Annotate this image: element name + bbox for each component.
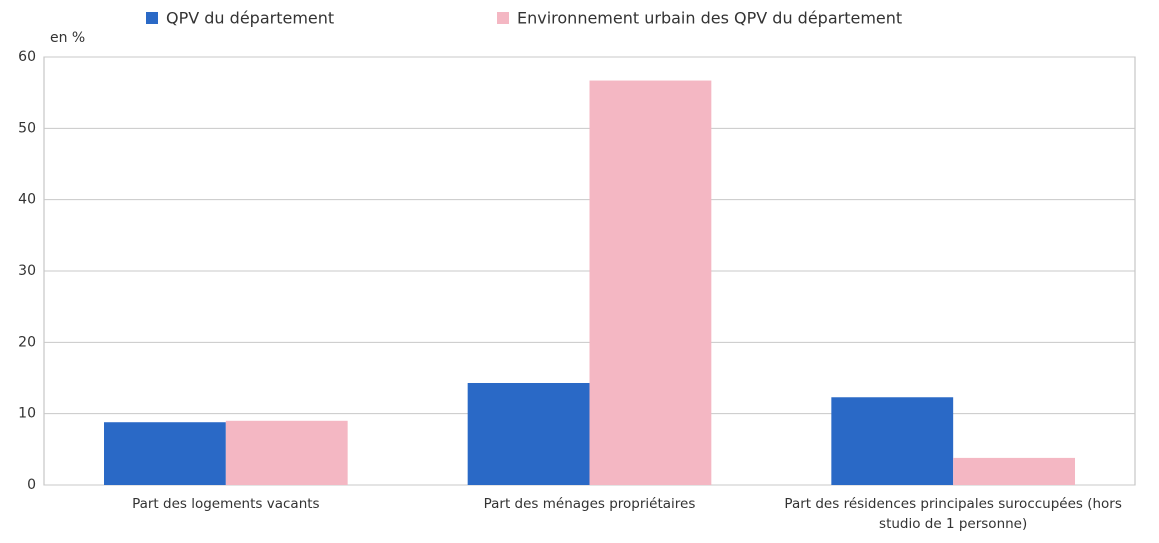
x-tick-label: Part des résidences principales suroccup…: [784, 496, 1122, 532]
legend-label: QPV du département: [166, 9, 334, 28]
bar: [467, 382, 590, 485]
legend-swatch: [146, 12, 158, 24]
bar: [953, 457, 1075, 485]
y-tick-label: 30: [18, 263, 36, 279]
x-tick-label: Part des ménages propriétaires: [483, 496, 696, 512]
bar: [831, 397, 954, 485]
bar: [589, 80, 712, 485]
legend-label: Environnement urbain des QPV du départem…: [517, 9, 902, 28]
y-axis-label: en %: [50, 30, 85, 46]
y-tick-label: 60: [18, 49, 36, 65]
y-tick-label: 50: [18, 120, 36, 136]
x-tick-label: Part des logements vacants: [132, 496, 320, 512]
y-tick-label: 40: [18, 192, 36, 208]
y-tick-label: 10: [18, 406, 36, 422]
y-tick-label: 0: [27, 477, 36, 493]
bar: [225, 420, 348, 485]
legend-swatch: [497, 12, 509, 24]
bar: [104, 422, 226, 485]
y-tick-label: 20: [18, 334, 36, 350]
